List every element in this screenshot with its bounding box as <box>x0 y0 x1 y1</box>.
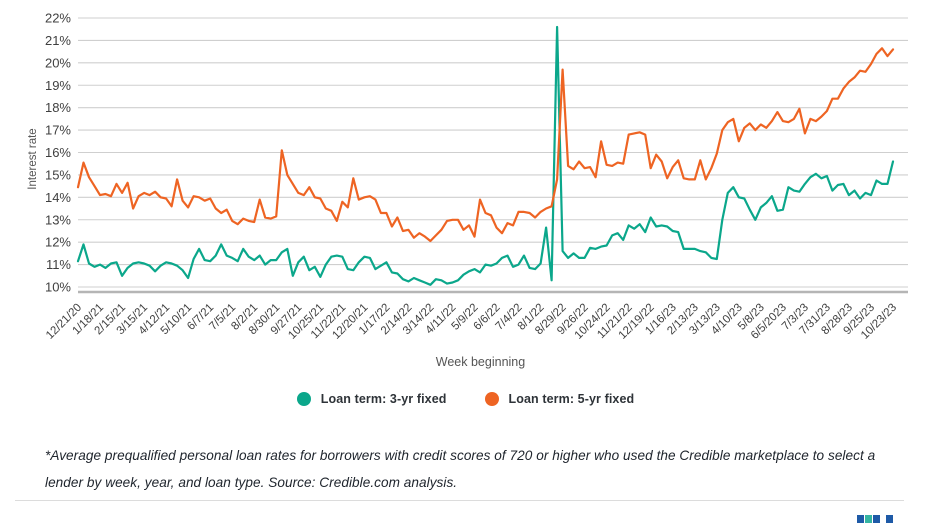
legend-label-3yr: Loan term: 3-yr fixed <box>320 392 447 406</box>
y-tick-label: 10% <box>45 280 71 295</box>
x-axis-title: Week beginning <box>436 355 525 369</box>
chart-canvas: 22%21%20%19%18%17%16%15%14%13%12%11%10%1… <box>27 11 908 369</box>
credible-logo-fragment-icon <box>865 515 872 523</box>
y-axis-title: Interest rate <box>27 128 39 189</box>
y-tick-label: 13% <box>45 212 71 227</box>
y-tick-label: 18% <box>45 100 71 115</box>
y-tick-label: 15% <box>45 167 71 182</box>
y-tick-label: 17% <box>45 123 71 138</box>
y-tick-label: 12% <box>45 235 71 250</box>
legend-dot-3yr-icon <box>296 392 311 406</box>
legend-item-5yr-fixed: Loan term: 5-yr fixed <box>484 392 635 406</box>
legend-label-5yr: Loan term: 5-yr fixed <box>508 392 635 406</box>
y-tick-label: 20% <box>45 55 71 70</box>
y-tick-label: 22% <box>45 11 71 26</box>
y-tick-label: 14% <box>45 190 71 205</box>
loan-rates-line-chart: 22% 21% 20% 19% 18% 17% 16% 15% 14% 13% 12% 11% 10% 1… <box>27 11 908 369</box>
credible-logo-fragment-icon <box>873 515 880 523</box>
credible-logo-fragment-icon <box>857 515 864 523</box>
y-tick-label: 19% <box>45 78 71 93</box>
credible-logo-fragment-icon <box>886 515 893 523</box>
footnote-source-text: *Average prequalified personal loan rate… <box>45 448 876 490</box>
y-tick-label: 21% <box>45 33 71 48</box>
bottom-divider <box>15 500 904 501</box>
y-tick-label: 11% <box>46 257 71 272</box>
series-line-5yr-fixed <box>76 47 895 243</box>
legend-dot-5yr-icon <box>484 392 499 406</box>
series-line-3yr-fixed <box>76 25 895 286</box>
legend-item-3yr-fixed: Loan term: 3-yr fixed <box>296 392 447 406</box>
y-tick-label: 16% <box>45 145 71 160</box>
legend: Loan term: 3-yr fixed Loan term: 5-yr fi… <box>0 392 931 406</box>
